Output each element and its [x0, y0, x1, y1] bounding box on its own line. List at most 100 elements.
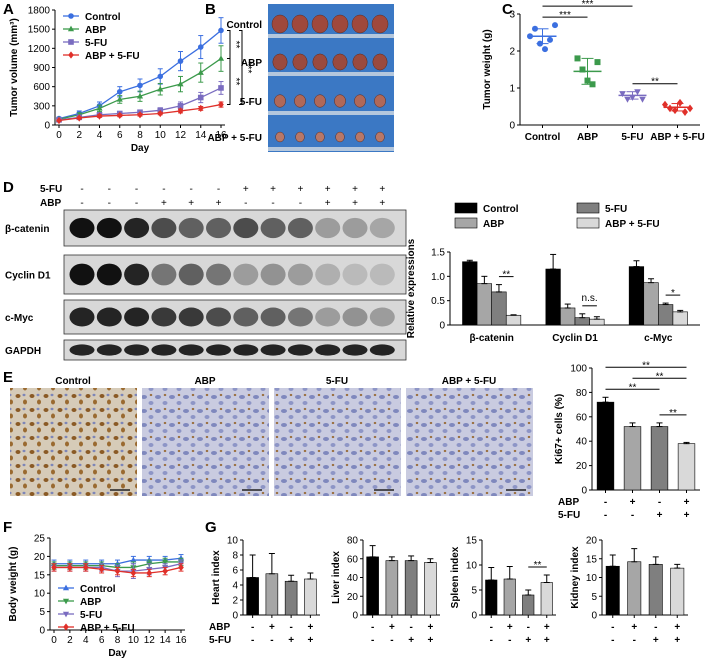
x-tick-label: Control: [525, 132, 561, 143]
ihc-photo: [10, 388, 137, 496]
bar: [424, 562, 437, 616]
blot-band: [178, 217, 204, 239]
x-table-sign: +: [674, 635, 680, 646]
y-axis-label: Liver index: [331, 551, 342, 604]
marker: [157, 109, 164, 118]
x-tick-label: c-Myc: [644, 333, 673, 344]
y-tick-label: 5: [591, 592, 597, 603]
y-tick-label: 1500: [28, 25, 51, 36]
blot-band: [369, 307, 395, 327]
x-tick-label: 12: [144, 635, 156, 646]
legend-label: 5-FU: [605, 204, 627, 215]
treatment-sign: -: [80, 198, 83, 209]
treatment-sign: -: [217, 184, 220, 195]
panel-label: E: [3, 369, 13, 386]
bar: [650, 426, 669, 491]
marker: [157, 73, 164, 80]
x-table-sign: +: [427, 622, 433, 633]
y-tick-label: 0: [44, 121, 50, 132]
x-table-sign: +: [269, 622, 275, 633]
y-tick-label: 2: [509, 47, 515, 58]
significance: **: [502, 270, 510, 281]
marker: [672, 106, 678, 115]
x-tick-label: 10: [155, 130, 167, 141]
photo-ruler: [268, 111, 394, 115]
photo-label: Control: [226, 20, 262, 31]
y-tick-label: 0.5: [431, 296, 445, 307]
marker: [67, 563, 73, 572]
tumor: [355, 131, 365, 143]
x-tick-label: 2: [67, 635, 73, 646]
y-axis-label: Tumor weight (g): [482, 29, 493, 109]
y-tick-label: 1: [509, 84, 515, 95]
tumor: [292, 53, 308, 71]
y-tick-label: 25: [34, 534, 46, 545]
blot-band: [178, 344, 204, 356]
legend-swatch: [454, 217, 478, 229]
photo-ruler: [268, 72, 394, 76]
x-tick-label: ABP + 5-FU: [650, 132, 705, 143]
x-table-sign: +: [657, 510, 663, 521]
marker: [218, 100, 224, 109]
x-tick-label: 0: [56, 130, 62, 141]
treatment-label: ABP: [40, 198, 61, 209]
protein-label: GAPDH: [5, 346, 41, 357]
treatment-sign: -: [135, 184, 138, 195]
treatment-sign: +: [352, 198, 358, 209]
marker: [137, 111, 143, 119]
treatment-sign: +: [243, 184, 249, 195]
bar: [522, 594, 535, 616]
bar: [476, 283, 492, 326]
marker: [547, 36, 553, 43]
legend-swatch: [454, 202, 478, 214]
tumor: [332, 53, 348, 71]
y-tick-label: 20: [347, 592, 359, 603]
blot-band: [287, 344, 313, 356]
marker: [552, 22, 558, 29]
x-table-sign: -: [251, 622, 254, 633]
marker: [687, 104, 693, 113]
treatment-label: 5-FU: [40, 184, 62, 195]
ihc-photo: [406, 388, 533, 496]
marker: [574, 55, 581, 62]
blot-band: [287, 307, 313, 327]
legend-label: Control: [483, 204, 519, 215]
bar: [503, 578, 516, 616]
legend-label: ABP + 5-FU: [605, 219, 660, 230]
marker: [639, 96, 646, 103]
panel-label: A: [3, 1, 14, 18]
ihc-photo: [274, 388, 401, 496]
blot-band: [124, 344, 150, 356]
significance: **: [656, 371, 664, 382]
x-table-sign: -: [611, 622, 614, 633]
y-axis-label: Tumor volume (mm³): [9, 18, 20, 117]
treatment-sign: +: [325, 184, 331, 195]
blot-band: [96, 307, 122, 327]
x-axis-label: Day: [108, 648, 127, 658]
photo-label: ABP + 5-FU: [442, 376, 497, 387]
marker: [116, 111, 123, 120]
tumor: [375, 131, 385, 143]
marker: [178, 563, 184, 572]
marker: [218, 27, 224, 34]
treatment-sign: -: [299, 198, 302, 209]
blot-band: [69, 217, 95, 239]
significance: **: [669, 408, 677, 419]
photo-label: 5-FU: [240, 97, 262, 108]
blot-band: [233, 307, 259, 327]
x-tick-label: ABP: [577, 132, 598, 143]
protein-label: Cyclin D1: [5, 271, 51, 282]
blot-band: [206, 263, 231, 286]
tumor: [315, 131, 325, 143]
x-table-sign: -: [658, 497, 661, 508]
marker: [116, 88, 123, 95]
x-tick-label: 8: [137, 130, 143, 141]
treatment-sign: +: [270, 184, 276, 195]
y-axis-label: Heart index: [211, 550, 222, 605]
y-tick-label: 4: [232, 581, 238, 592]
blot-band: [178, 307, 204, 327]
panel-label: B: [205, 1, 216, 18]
y-tick-label: 2: [232, 596, 238, 607]
marker: [682, 108, 688, 116]
legend-label: 5-FU: [80, 610, 102, 621]
